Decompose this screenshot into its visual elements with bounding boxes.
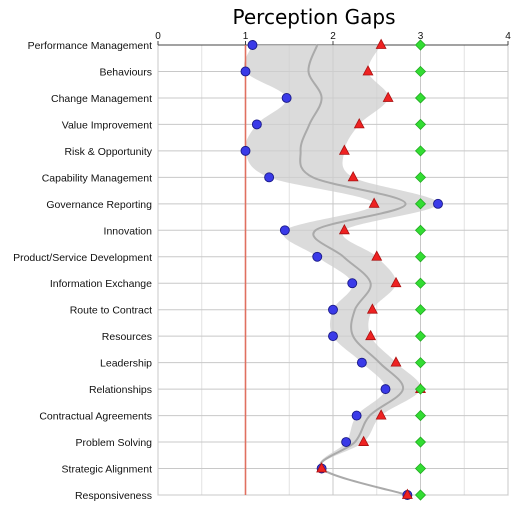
mean-line [299, 44, 408, 496]
category-label: Product/Service Development [13, 252, 152, 264]
x-tick-label: 0 [155, 31, 161, 42]
diamond-marker [414, 489, 427, 501]
triangle-marker [371, 250, 383, 261]
chart-title: Perception Gaps [233, 5, 396, 29]
diamond-marker [414, 330, 427, 342]
category-label: Performance Management [28, 40, 152, 52]
x-tick-label: 3 [418, 31, 424, 42]
circle-marker [281, 92, 292, 103]
category-label: Problem Solving [76, 437, 153, 449]
plot-area: 0 1 2 3 4 Performance Management Behaviours Cha… [13, 31, 511, 502]
range-band [243, 45, 439, 495]
category-label: Capability Management [42, 172, 152, 184]
triangle-marker [358, 435, 370, 446]
category-label: Risk & Opportunity [64, 146, 152, 158]
circle-marker [251, 119, 262, 130]
circle-marker [312, 251, 323, 262]
diamond-marker [414, 304, 427, 316]
category-label: Route to Contract [70, 305, 152, 317]
circle-marker [380, 384, 391, 395]
diamond-marker [414, 171, 427, 183]
triangle-marker [347, 171, 359, 182]
triangle-marker [368, 197, 380, 208]
triangle-marker [338, 223, 350, 235]
circle-marker [341, 437, 352, 448]
diamond-marker [414, 410, 427, 422]
category-label: Change Management [51, 93, 152, 105]
circle-marker [351, 410, 362, 421]
category-label: Relationships [89, 384, 152, 396]
circle-marker [347, 278, 358, 289]
triangle-marker [382, 91, 394, 102]
x-tick-label: 1 [243, 31, 249, 42]
circle-marker [328, 331, 338, 342]
category-label: Value Improvement [62, 119, 152, 131]
circle-marker [356, 357, 367, 368]
triangle-marker [353, 118, 365, 129]
triangle-marker [375, 409, 387, 420]
circle-marker [279, 225, 290, 236]
diamond-marker [414, 65, 427, 78]
triangle-marker [401, 488, 413, 499]
category-label: Responsiveness [75, 490, 152, 502]
triangle-marker [362, 65, 374, 76]
diamond-marker [414, 357, 427, 369]
category-label: Contractual Agreements [39, 411, 152, 423]
diamond-marker [414, 145, 427, 157]
triangle-marker [365, 329, 377, 341]
x-tick-label: 4 [505, 31, 511, 42]
diamond-marker [414, 251, 427, 263]
diamond-marker [414, 462, 427, 475]
diamond-marker [414, 224, 427, 236]
circle-marker [240, 145, 251, 156]
circle-marker [247, 40, 258, 50]
diamond-marker [414, 118, 427, 130]
category-label: Behaviours [99, 66, 152, 78]
category-label: Resources [102, 331, 152, 343]
triangle-marker [316, 462, 328, 473]
diamond-marker [414, 383, 427, 395]
diamond-marker [414, 277, 427, 289]
circle-marker [328, 304, 338, 315]
circle-marker [433, 198, 443, 209]
category-label: Governance Reporting [46, 199, 152, 211]
category-label: Leadership [100, 358, 152, 370]
category-label: Information Exchange [50, 278, 152, 290]
circle-marker [264, 172, 275, 183]
diamond-marker [414, 39, 427, 51]
category-label: Strategic Alignment [62, 464, 153, 476]
x-tick-label: 2 [330, 31, 336, 42]
triangle-marker [375, 38, 387, 49]
diamond-marker [414, 436, 427, 448]
triangle-marker [366, 303, 378, 314]
diamond-marker [414, 198, 427, 210]
triangle-marker [390, 276, 402, 288]
diamond-marker [414, 92, 427, 104]
circle-marker [240, 66, 251, 77]
triangle-marker [338, 144, 350, 155]
triangle-marker [390, 356, 402, 367]
category-label: Innovation [104, 225, 153, 237]
